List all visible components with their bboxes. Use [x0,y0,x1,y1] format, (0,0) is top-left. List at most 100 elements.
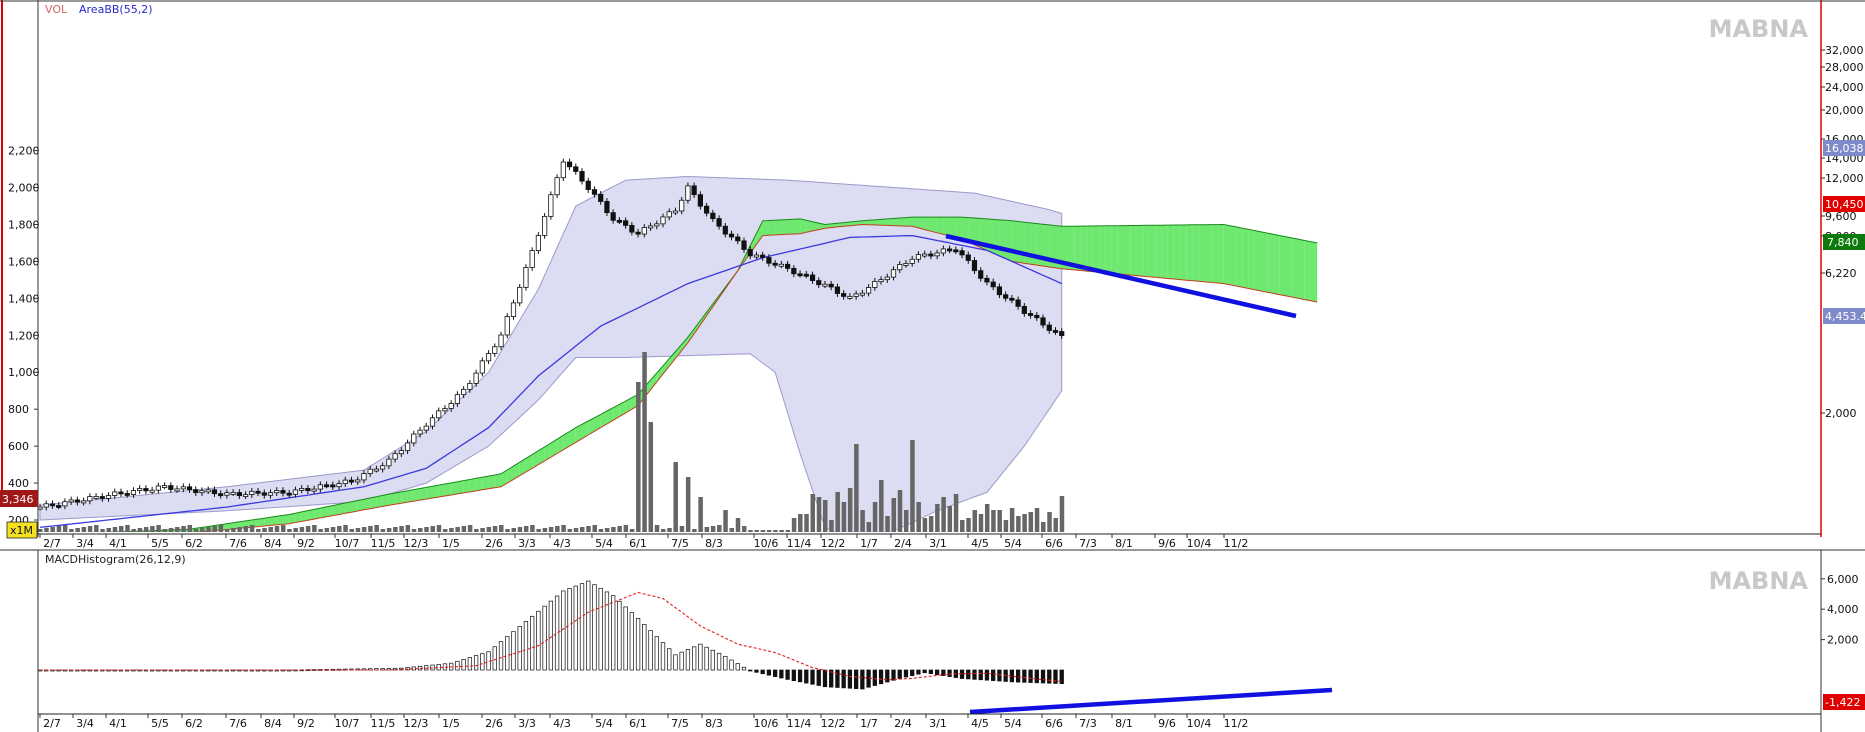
ichimoku-cloud-segment [924,217,931,232]
volume-bar [168,528,174,532]
ichimoku-cloud-segment [899,217,906,227]
macd-histogram-bar [642,624,647,671]
candle-body [853,293,859,297]
ichimoku-cloud-segment [1080,226,1087,272]
volume-bar [274,526,280,532]
candle-body [946,248,953,252]
ichimoku-cloud-segment [569,427,576,447]
ichimoku-cloud-segment [606,407,614,424]
ichimoku-cloud-segment [382,494,389,507]
macd-histogram-bar [916,669,921,675]
candle-body [442,408,448,412]
volume-bar [679,526,685,532]
ichimoku-cloud-segment [463,479,470,493]
right-axis-tick-label: 6,220 [1825,267,1857,280]
candle-body [199,490,205,494]
ichimoku-cloud-segment [482,476,489,490]
candle-body [760,254,766,258]
volume-bar [355,528,361,532]
ichimoku-cloud-segment [937,217,944,235]
volume-bar [910,440,915,532]
macd-histogram-bar [523,621,529,671]
macd-histogram-bar [984,669,990,681]
macd-histogram-bar [785,669,790,680]
candle-body [342,479,348,485]
macd-plot [38,580,1064,690]
red-level-badge: 10,450 [1823,196,1865,212]
candle-body [672,210,679,214]
date-tick-label: 12/2 [821,537,846,550]
candle-body [174,488,180,492]
ichimoku-cloud-segment [1148,225,1156,278]
volume-bar [903,510,909,532]
candle-body [984,277,990,283]
macd-histogram-bar [891,669,896,681]
candle-body [909,258,915,264]
candle-body [404,442,411,452]
right-axis-tick-label: 9,600 [1825,210,1857,223]
date-tick-label: 8/3 [705,717,723,730]
volume-bar [953,494,959,532]
ichimoku-cloud-segment [600,411,607,428]
ichimoku-cloud-segment [843,222,850,227]
macd-histogram-bar [928,669,934,675]
date-tick-label: 6/1 [629,717,647,730]
candle-body [884,276,890,281]
ichimoku-cloud-segment [1217,224,1224,284]
candle-body [218,493,224,497]
candle-body [666,211,672,218]
volume-bar [991,510,996,532]
macd-tick-label: 6,000 [1827,573,1859,586]
volume-bar [455,527,460,532]
volume-bar [530,525,535,532]
candle-body [274,490,280,494]
volume-bar [779,530,784,532]
date-tick-label: 7/5 [671,717,689,730]
ichimoku-cloud-segment [276,515,283,525]
ichimoku-cloud-segment [1117,225,1125,275]
volume-bar [997,510,1002,532]
date-tick-label: 9/2 [297,537,315,550]
ichimoku-cloud-segment [1136,225,1143,277]
volume-bar [467,525,473,532]
candle-body [261,492,267,496]
macd-histogram-bar [704,646,709,671]
volume-bar [592,525,597,532]
candle-body [311,488,317,492]
candle-body [847,295,853,299]
ichimoku-cloud-segment [955,217,963,240]
date-tick-label: 6/2 [185,717,203,730]
ichimoku-cloud-segment [999,219,1006,259]
volume-bar [424,527,429,532]
volume-bar [642,352,647,532]
candle-body [903,263,909,266]
volume-bar [361,527,367,532]
macd-histogram-bar [530,615,535,671]
candle-body [423,425,429,431]
ichimoku-cloud-segment [1173,224,1181,280]
cloud-span-a [102,216,1318,532]
ichimoku-cloud-segment [1155,225,1162,278]
volume-bar [754,530,759,532]
ichimoku-cloud-segment [1192,224,1199,282]
candle-body [598,193,604,202]
ichimoku-cloud-segment [800,218,807,234]
macd-histogram-bar [567,588,572,671]
right-axis-tick-label: 2,000 [1825,407,1857,420]
macd-histogram-bar [467,657,473,671]
macd-histogram-bar [604,591,610,671]
volume-bar [461,526,467,532]
macd-badge: -1,422 [1823,694,1865,710]
ichimoku-cloud-segment [594,414,601,432]
macd-histogram-bar [754,669,759,673]
candle-body [828,283,834,288]
volume-bar [256,529,261,532]
macd-histogram-bar [997,669,1002,682]
macd-histogram-bar [1059,669,1064,685]
volume-scale-badge: x1M [6,521,38,539]
volume-bar [486,527,492,532]
macd-histogram-bar [885,669,890,683]
date-tick-label: 10/4 [1187,717,1212,730]
candle-body [510,302,517,317]
vol-label: VOL [45,3,68,16]
